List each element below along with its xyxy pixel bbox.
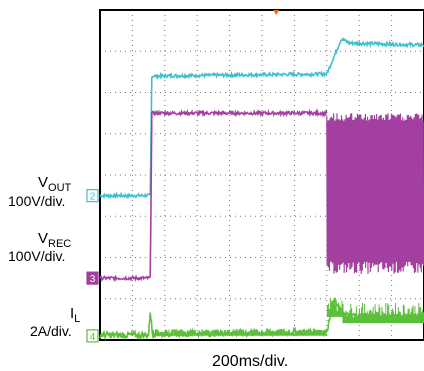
x-axis-label: 200ms/div. bbox=[212, 353, 288, 370]
vrec-label: VREC bbox=[38, 230, 71, 250]
channel-marker-box bbox=[86, 271, 99, 285]
traces bbox=[99, 36, 424, 341]
vout-label: VOUT bbox=[38, 174, 72, 194]
il-label: IL bbox=[70, 305, 80, 325]
il-scale-label: 2A/div. bbox=[30, 323, 72, 339]
channel-marker-label: 3 bbox=[90, 274, 96, 285]
channel-marker-label: 2 bbox=[90, 192, 96, 203]
trace-rec bbox=[99, 108, 328, 283]
vrec-scale-label: 100V/div. bbox=[8, 248, 65, 264]
trace-out bbox=[99, 36, 424, 200]
trace-rec-burst bbox=[326, 113, 424, 274]
channel-marker-label: 4 bbox=[90, 332, 96, 343]
trace-il-ripple bbox=[152, 297, 424, 336]
channel-marker-box bbox=[86, 189, 99, 203]
channel-marker-box bbox=[86, 329, 99, 343]
channel-markers: 2 3 4 bbox=[86, 189, 99, 343]
plot-frame bbox=[99, 9, 424, 341]
trigger-marker bbox=[273, 10, 280, 15]
vout-scale-label: 100V/div. bbox=[8, 193, 65, 209]
